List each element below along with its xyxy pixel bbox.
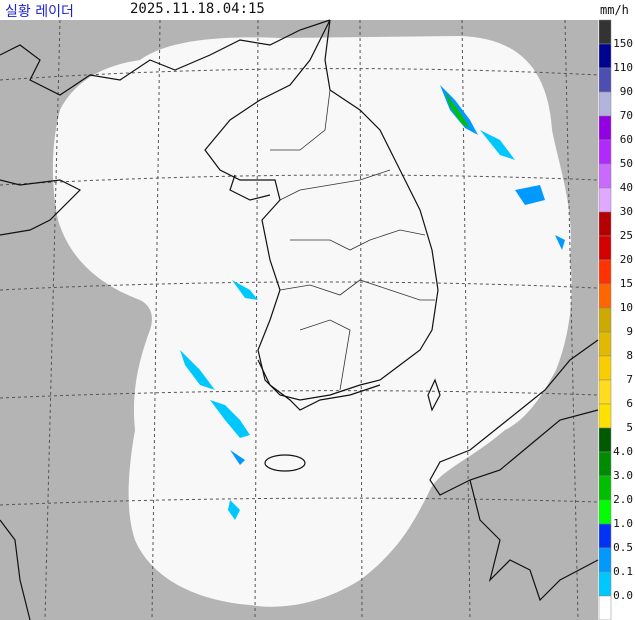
legend-label: 10 [620, 301, 633, 314]
unit-label: mm/h [600, 3, 629, 17]
echo [230, 450, 245, 465]
radar-echoes [180, 85, 565, 520]
legend-label: 110 [613, 61, 633, 74]
legend-swatch [598, 187, 612, 213]
legend-swatch [598, 19, 612, 45]
legend-swatch [598, 43, 612, 69]
legend-label: 5 [626, 421, 633, 434]
legend-swatch [598, 355, 612, 381]
legend-label: 3.0 [613, 469, 633, 482]
legend-label: 25 [620, 229, 633, 242]
borders [270, 89, 435, 391]
legend: 150 110 90 70 60 50 40 30 25 20 15 10 9 8 7 6 5 4.0 3.0 2.0… [598, 19, 633, 620]
legend-swatch [598, 259, 612, 285]
legend-label: 50 [620, 157, 633, 170]
legend-label: 0.5 [613, 541, 633, 554]
echo [555, 235, 565, 250]
legend-swatch [598, 499, 612, 525]
legend-label: 8 [626, 349, 633, 362]
timestamp: 2025.11.18.04:15 [130, 1, 265, 17]
legend-label: 2.0 [613, 493, 633, 506]
legend-label: 150 [613, 37, 633, 50]
echo [228, 500, 240, 520]
legend-label: 90 [620, 85, 633, 98]
legend-swatch [598, 523, 612, 549]
legend-label: 7 [626, 373, 633, 386]
legend-swatch [598, 379, 612, 405]
title: 실황 레이더 [5, 4, 74, 20]
grid [0, 19, 599, 620]
legend-swatch [598, 475, 612, 501]
legend-swatch [598, 571, 612, 597]
legend-label: 9 [626, 325, 633, 338]
legend-label: 15 [620, 277, 633, 290]
legend-swatch [598, 451, 612, 477]
legend-label: 6 [626, 397, 633, 410]
legend-swatch [598, 283, 612, 309]
echo [440, 85, 478, 135]
legend-label: 0.0 [613, 589, 633, 602]
echo [180, 350, 215, 390]
legend-label: 4.0 [613, 445, 633, 458]
legend-label: 20 [620, 253, 633, 266]
legend-swatch [598, 403, 612, 429]
legend-swatch [598, 235, 612, 261]
legend-swatch [598, 211, 612, 237]
legend-label: 70 [620, 109, 633, 122]
legend-swatch [598, 67, 612, 93]
legend-swatch [598, 547, 612, 573]
legend-label: 1.0 [613, 517, 633, 530]
legend-swatch [598, 427, 612, 453]
legend-swatch [598, 115, 612, 141]
echo [210, 400, 250, 438]
legend-swatch [598, 307, 612, 333]
legend-swatch [598, 163, 612, 189]
echo [232, 280, 258, 300]
legend-swatch [598, 595, 612, 620]
legend-label: 40 [620, 181, 633, 194]
coastlines [0, 19, 599, 620]
legend-label: 60 [620, 133, 633, 146]
radar-coverage [52, 36, 572, 607]
legend-label: 30 [620, 205, 633, 218]
echo [445, 92, 470, 128]
echo [515, 185, 545, 205]
echo [480, 130, 515, 160]
legend-label: 0.1 [613, 565, 633, 578]
legend-swatch [598, 331, 612, 357]
legend-swatch [598, 91, 612, 117]
legend-swatch [598, 139, 612, 165]
